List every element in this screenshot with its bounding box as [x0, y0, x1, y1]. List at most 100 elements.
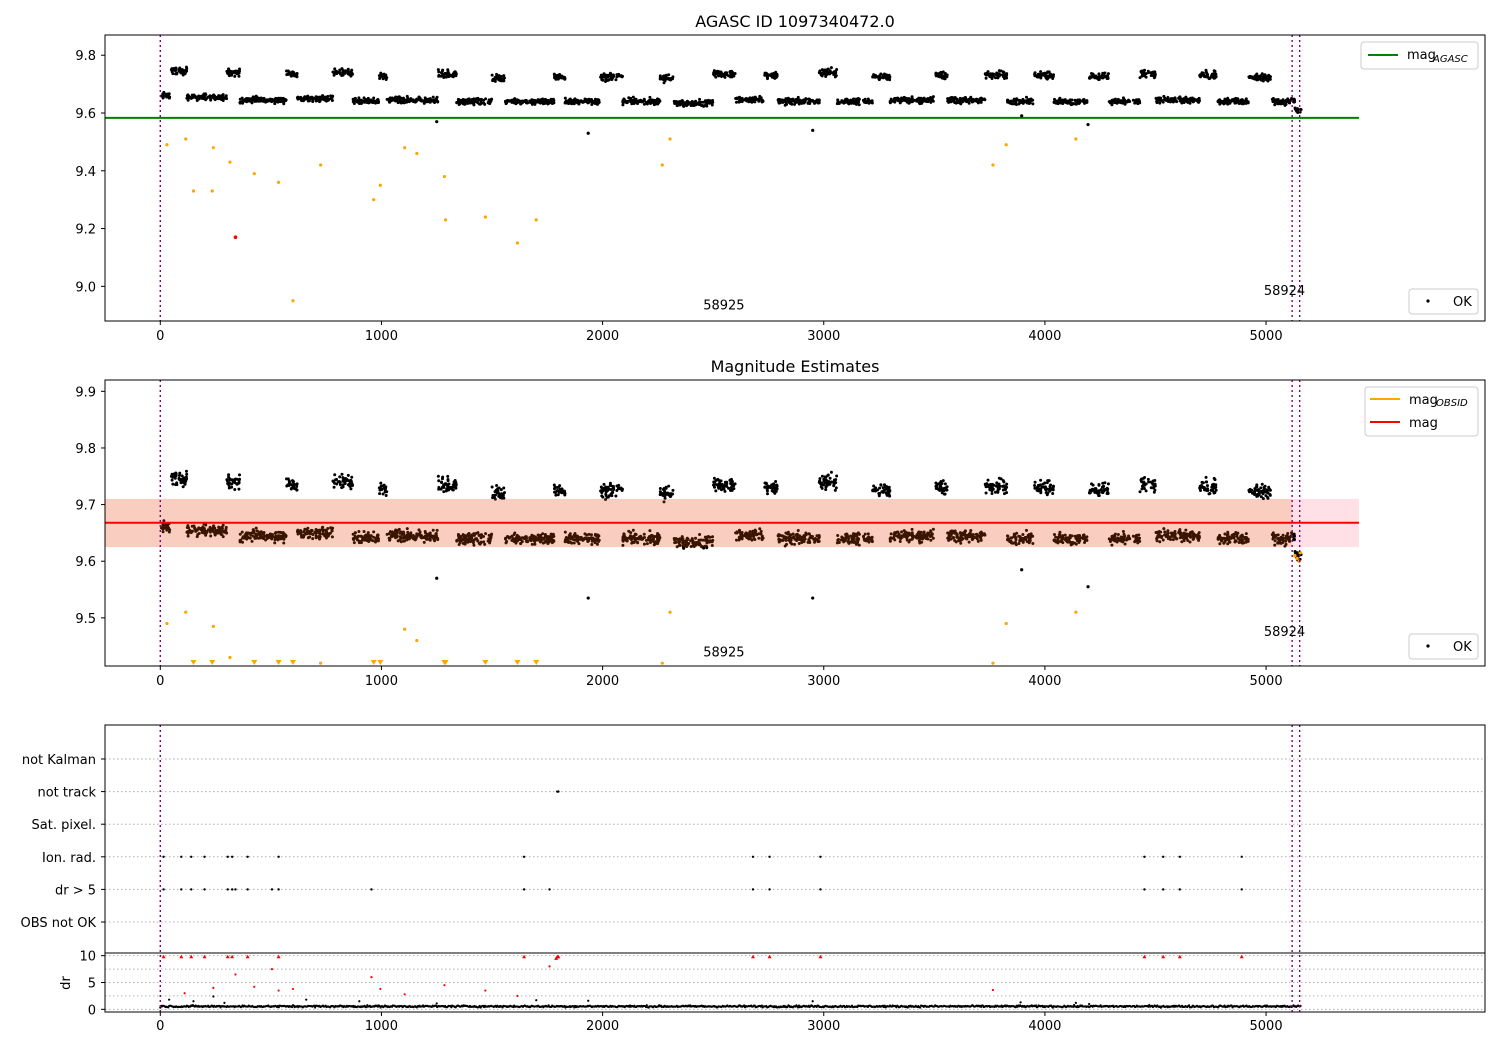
ok-point: [1052, 75, 1055, 78]
ok-point: [519, 100, 522, 103]
ok-point: [870, 101, 873, 104]
ok-point: [971, 538, 974, 541]
ok-point: [295, 72, 298, 75]
ok-point: [472, 541, 475, 544]
ok-point: [900, 97, 903, 100]
ok-point: [538, 100, 541, 103]
ok-point: [687, 542, 690, 545]
ok-point: [260, 535, 263, 538]
ok-point: [885, 486, 888, 489]
ok-point: [398, 95, 401, 98]
ok-point: [1293, 98, 1296, 101]
ok-point: [824, 476, 827, 479]
ok-point: [432, 529, 435, 532]
ok-point: [922, 99, 925, 102]
ok-point: [382, 493, 385, 496]
ok-point: [185, 473, 188, 476]
ok-point: [950, 96, 953, 99]
ok-point: [647, 100, 650, 103]
ok-point: [181, 474, 184, 477]
ok-point: [464, 99, 467, 102]
ok-point: [915, 536, 918, 539]
ok-point: [1145, 76, 1148, 79]
ok-point: [444, 482, 447, 485]
ok-point: [440, 71, 443, 74]
ok-point: [792, 98, 795, 101]
ok-point: [865, 539, 868, 542]
obs-outlier-point: [184, 137, 187, 140]
ok-point: [280, 97, 283, 100]
ok-point: [550, 538, 553, 541]
ok-point: [802, 100, 805, 103]
ok-point: [363, 96, 366, 99]
ok-point: [607, 496, 610, 499]
ok-point: [447, 75, 450, 78]
ok-point: [1253, 76, 1256, 79]
ok-point: [306, 96, 309, 99]
ok-point: [253, 529, 256, 532]
ok-point: [342, 479, 345, 482]
ok-point: [830, 471, 833, 474]
ok-point: [455, 539, 458, 542]
ok-point: [820, 485, 823, 488]
ok-point: [659, 77, 662, 80]
ok-point: [877, 492, 880, 495]
ok-point: [533, 543, 536, 546]
ok-point: [222, 535, 225, 538]
ok-point: [600, 491, 603, 494]
ok-point: [891, 537, 894, 540]
ok-point: [846, 99, 849, 102]
ok-point: [533, 540, 536, 543]
ok-point: [765, 486, 768, 489]
ok-point: [1053, 98, 1056, 101]
ok-point: [936, 486, 939, 489]
ok-point: [777, 99, 780, 102]
ok-point: [1058, 97, 1061, 100]
obs-outlier-point: [291, 299, 294, 302]
ok-point: [723, 490, 726, 493]
ok-point: [572, 538, 575, 541]
ok-point: [980, 539, 983, 542]
ok-point: [415, 535, 418, 538]
ok-point: [233, 488, 236, 491]
ok-point: [1249, 76, 1252, 79]
ok-point: [646, 542, 649, 545]
ok-point: [738, 537, 741, 540]
ok-point: [720, 479, 723, 482]
ok-point: [997, 74, 1000, 77]
ok-point: [798, 542, 801, 545]
obs-outlier-point: [403, 146, 406, 149]
ok-point: [659, 493, 662, 496]
ok-point: [523, 99, 526, 102]
ok-point: [464, 536, 467, 539]
ok-point: [254, 532, 257, 535]
ok-point: [716, 478, 719, 481]
ok-point: [309, 530, 312, 533]
ok-point: [491, 74, 494, 77]
ok-point: [1169, 100, 1172, 103]
ok-point: [364, 534, 367, 537]
ok-point: [162, 530, 165, 533]
ok-point: [322, 532, 325, 535]
ok-point: [955, 102, 958, 105]
ok-point: [1109, 101, 1112, 104]
ok-point: [437, 475, 440, 478]
ok-point: [329, 532, 332, 535]
ok-point: [458, 103, 461, 106]
ok-point: [417, 528, 420, 531]
ok-point: [500, 79, 503, 82]
ok-point: [635, 533, 638, 536]
ok-point: [929, 101, 932, 104]
ok-point: [186, 93, 189, 96]
ok-point: [827, 474, 830, 477]
ok-point: [329, 97, 332, 100]
ok-point: [185, 69, 188, 72]
ok-point: [502, 487, 505, 490]
ok-point: [679, 103, 682, 106]
ok-point: [1156, 99, 1159, 102]
ok-point: [1114, 98, 1117, 101]
ok-point: [732, 483, 735, 486]
ok-point: [265, 98, 268, 101]
ok-point: [321, 528, 324, 531]
ok-point: [311, 537, 314, 540]
